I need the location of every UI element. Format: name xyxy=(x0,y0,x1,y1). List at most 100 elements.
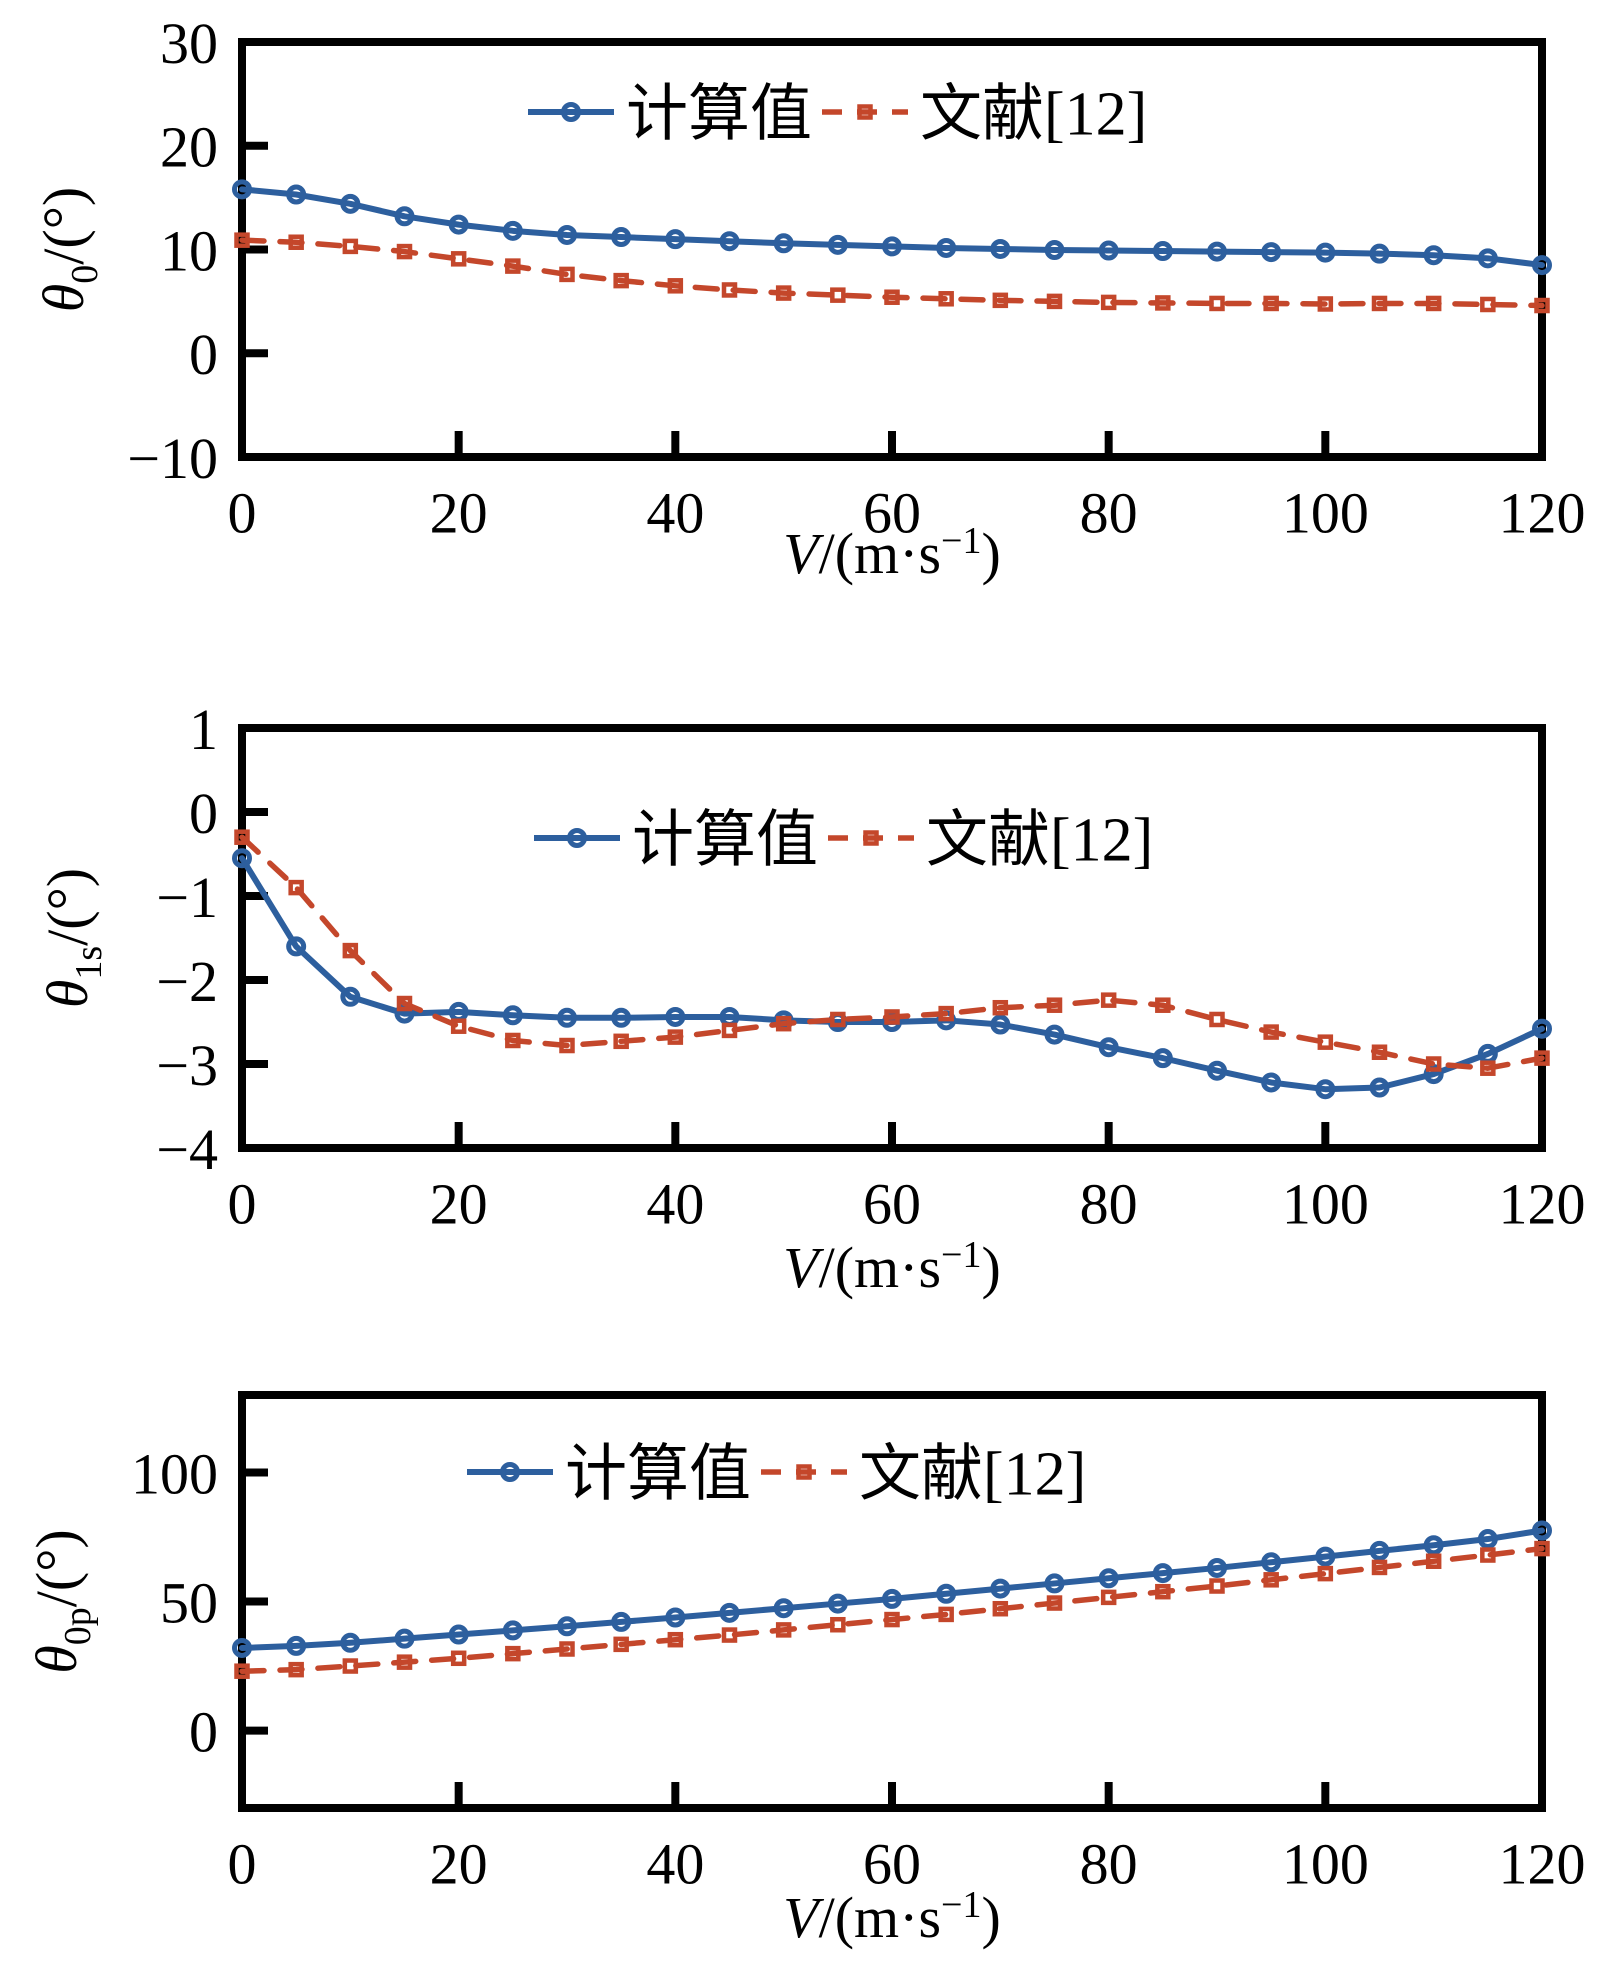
x-tick-label: 80 xyxy=(1080,481,1138,546)
y-tick-label: −10 xyxy=(127,426,218,491)
marker-square xyxy=(884,1009,900,1025)
marker-circle xyxy=(232,848,252,869)
marker-square xyxy=(775,1015,792,1032)
marker-circle xyxy=(990,1014,1011,1035)
marker-circle xyxy=(1315,1546,1336,1567)
marker-circle xyxy=(1152,241,1173,262)
series-reference-markers xyxy=(234,829,1550,1076)
marker-circle xyxy=(665,1006,686,1027)
marker-square xyxy=(1425,295,1442,312)
marker-circle xyxy=(1423,1064,1444,1085)
marker-circle xyxy=(1369,1077,1390,1098)
marker-square xyxy=(938,1005,954,1022)
marker-square xyxy=(1209,1578,1225,1594)
marker-square xyxy=(721,1022,738,1039)
x-tick-label: 20 xyxy=(430,481,488,546)
x-tick-label: 120 xyxy=(1499,481,1586,546)
marker-circle xyxy=(1261,1072,1282,1093)
marker-square xyxy=(863,830,879,846)
marker-circle xyxy=(340,1632,361,1653)
x-tick-label: 120 xyxy=(1499,1832,1586,1897)
marker-circle xyxy=(340,193,361,214)
marker-square xyxy=(1100,992,1117,1008)
x-tick-label: 80 xyxy=(1080,1832,1138,1897)
legend-reference-label: 文献[12] xyxy=(920,80,1147,148)
marker-circle xyxy=(232,1637,252,1658)
marker-circle xyxy=(773,233,794,254)
marker-square xyxy=(884,289,900,305)
marker-square xyxy=(796,1464,812,1480)
marker-square xyxy=(1371,1044,1388,1060)
marker-square xyxy=(505,1032,521,1049)
series-calculated-line xyxy=(239,855,1545,1093)
series-calculated-markers xyxy=(232,1520,1552,1658)
x-axis-label: V/(m·s−1) xyxy=(783,520,1001,586)
series-calculated-line xyxy=(239,1527,1545,1651)
marker-circle xyxy=(1044,1573,1065,1594)
marker-circle xyxy=(561,102,581,122)
marker-square xyxy=(992,292,1009,309)
marker-square xyxy=(613,1033,629,1050)
marker-square xyxy=(721,1627,738,1643)
marker-circle xyxy=(1315,1079,1336,1100)
marker-square xyxy=(1371,1559,1388,1576)
x-tick-label: 100 xyxy=(1282,1832,1369,1897)
y-tick-label: −4 xyxy=(156,1117,218,1182)
marker-square xyxy=(775,1622,792,1638)
series-reference-line xyxy=(239,1545,1545,1674)
series-reference-line xyxy=(239,834,1545,1071)
marker-circle xyxy=(611,227,632,248)
marker-circle xyxy=(1207,1557,1227,1578)
marker-square xyxy=(559,1037,575,1054)
marker-square xyxy=(1534,1050,1550,1066)
marker-circle xyxy=(286,1635,307,1656)
marker-circle xyxy=(286,936,307,957)
series-calculated-markers xyxy=(232,848,1552,1100)
y-tick-label: 50 xyxy=(160,1570,218,1635)
marker-square xyxy=(1425,1056,1442,1072)
x-tick-label: 60 xyxy=(863,1832,921,1897)
marker-square xyxy=(938,291,954,307)
plot-border xyxy=(238,724,1546,1152)
marker-square xyxy=(1209,1011,1225,1028)
marker-circle xyxy=(1532,1520,1552,1541)
legend-reference-label: 文献[12] xyxy=(859,1440,1086,1508)
marker-square xyxy=(234,829,250,845)
marker-circle xyxy=(448,1624,469,1645)
marker-square xyxy=(1263,1572,1279,1588)
legend-calculated-label: 计算值 xyxy=(565,1440,751,1508)
x-tick-label: 60 xyxy=(863,1172,921,1237)
marker-circle xyxy=(1369,243,1390,264)
marker-square xyxy=(667,278,684,294)
marker-square xyxy=(288,234,304,250)
marker-circle xyxy=(502,1620,523,1641)
series-reference-line xyxy=(239,237,1545,309)
marker-square xyxy=(288,1661,304,1678)
marker-square xyxy=(613,272,629,289)
marker-circle xyxy=(990,238,1011,259)
marker-square xyxy=(938,1606,954,1623)
marker-square xyxy=(342,238,359,255)
marker-square xyxy=(505,1645,521,1662)
marker-circle xyxy=(882,1588,902,1609)
marker-circle xyxy=(1477,1529,1498,1550)
marker-square xyxy=(1534,297,1550,314)
y-tick-label: 30 xyxy=(160,11,218,76)
y-tick-label: 0 xyxy=(189,1699,218,1764)
marker-square xyxy=(613,1636,629,1653)
marker-square xyxy=(1263,295,1279,312)
x-tick-label: 60 xyxy=(863,481,921,546)
marker-circle xyxy=(286,184,307,205)
marker-square xyxy=(1425,1553,1442,1569)
marker-square xyxy=(1534,1540,1550,1557)
marker-square xyxy=(1046,997,1063,1013)
y-tick-label: 20 xyxy=(160,115,218,180)
marker-square xyxy=(992,999,1009,1016)
marker-circle xyxy=(1477,248,1498,269)
x-tick-label: 20 xyxy=(430,1832,488,1897)
marker-circle xyxy=(1044,240,1065,261)
marker-square xyxy=(721,282,738,298)
y-axis-label: θ1s/(°) xyxy=(35,868,110,1008)
